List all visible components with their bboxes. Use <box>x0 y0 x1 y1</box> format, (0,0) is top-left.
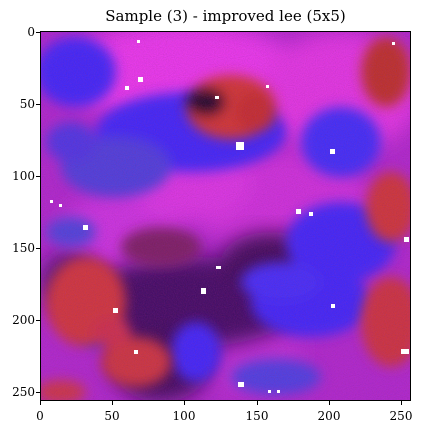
y-tick-label: 0 <box>27 25 35 39</box>
x-tick-label: 200 <box>317 409 341 423</box>
y-tick-label: 200 <box>12 313 35 327</box>
x-tick-label: 250 <box>389 409 413 423</box>
image-plot-area <box>40 31 411 401</box>
y-tick-label: 100 <box>12 169 35 183</box>
y-tickmark <box>36 392 40 393</box>
figure-title: Sample (3) - improved lee (5x5) <box>105 7 346 25</box>
noise-texture <box>41 32 410 400</box>
x-tickmark <box>112 401 113 405</box>
filtered-image <box>41 32 410 400</box>
x-tick-label: 100 <box>172 409 196 423</box>
x-tickmark <box>401 401 402 405</box>
x-tick-label: 0 <box>36 409 44 423</box>
y-tickmark <box>36 320 40 321</box>
x-tickmark <box>40 401 41 405</box>
y-tick-label: 250 <box>12 385 35 399</box>
y-tickmark <box>36 104 40 105</box>
x-tick-label: 150 <box>245 409 269 423</box>
x-tickmark <box>329 401 330 405</box>
y-tickmark <box>36 176 40 177</box>
white-speckles <box>50 40 409 393</box>
y-tickmark <box>36 32 40 33</box>
x-tickmark <box>257 401 258 405</box>
x-tick-label: 50 <box>104 409 120 423</box>
y-tick-label: 50 <box>19 97 35 111</box>
y-tick-label: 150 <box>12 241 35 255</box>
y-tickmark <box>36 248 40 249</box>
x-tickmark <box>184 401 185 405</box>
